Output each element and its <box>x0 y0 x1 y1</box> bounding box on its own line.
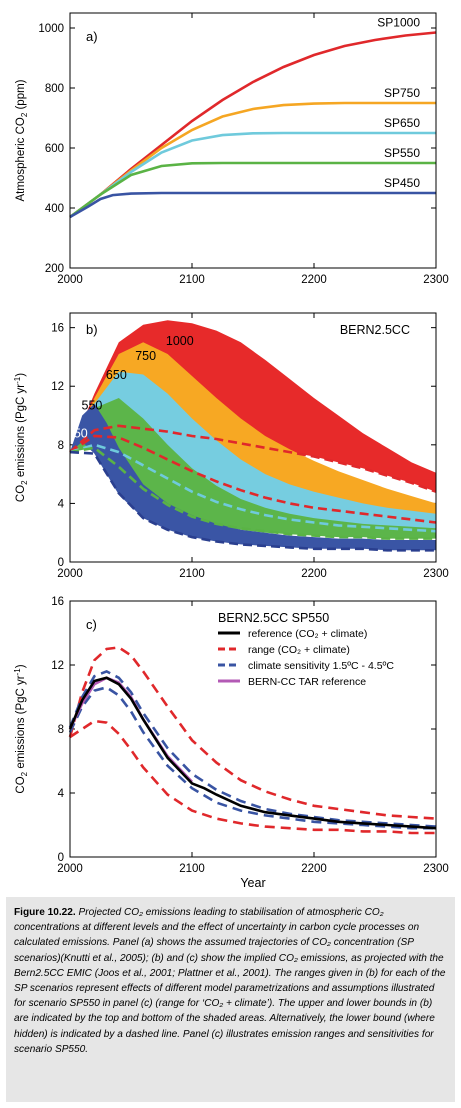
lower-bound-dashed-line <box>69 434 437 524</box>
band-label-450: 450 <box>67 427 88 441</box>
x-tick-label: 2200 <box>301 568 327 580</box>
band-650 <box>70 371 436 532</box>
series-label-sp750: SP750 <box>384 86 420 100</box>
panel-label: c) <box>86 617 97 632</box>
series-label-sp1000: SP1000 <box>377 16 420 30</box>
figure-caption: Figure 10.22. Projected CO₂ emissions le… <box>6 897 455 1102</box>
x-tick-label: 2300 <box>423 568 449 580</box>
band-label-650: 650 <box>106 368 127 382</box>
x-tick-label: 2200 <box>301 274 327 286</box>
series-label-sp650: SP650 <box>384 116 420 130</box>
caption-text: Projected CO₂ emissions leading to stabi… <box>14 907 446 1055</box>
x-tick-label: 2000 <box>57 568 83 580</box>
plot-frame <box>69 312 437 563</box>
y-tick-label: 4 <box>58 498 65 510</box>
y-tick-label: 8 <box>58 724 64 736</box>
y-tick-label: 200 <box>45 263 64 275</box>
x-tick-label: 2200 <box>301 863 327 875</box>
band-550 <box>70 398 436 539</box>
y-tick-label: 0 <box>58 852 64 864</box>
y-tick-label: 400 <box>45 203 64 215</box>
series-line-sp550 <box>69 161 436 219</box>
legend-label: BERN-CC TAR reference <box>248 676 366 688</box>
y-axis-label: CO2 emissions (PgC yr-1) <box>13 373 29 502</box>
model-label: BERN2.5CC <box>340 323 410 337</box>
panel-label: a) <box>86 29 98 44</box>
y-tick-label: 600 <box>45 143 64 155</box>
band-750 <box>70 342 436 523</box>
x-tick-label: 2300 <box>423 863 449 875</box>
y-axis-label: Atmospheric CO2 (ppm) <box>15 79 29 201</box>
band-label-750: 750 <box>135 349 156 363</box>
x-axis-label: Year <box>240 876 265 890</box>
lower-bound-dashed-line <box>69 446 436 540</box>
series-line-sp1000 <box>69 31 437 219</box>
series-line-climate-sensitivity-lower <box>68 685 436 830</box>
series-line-range-lower <box>69 719 436 835</box>
band-label-1000: 1000 <box>166 334 194 348</box>
x-tick-label: 2100 <box>179 274 205 286</box>
panel-1: 200 400 600 800 1000 2000 2100 2200 2300 Atmosphe… <box>15 12 449 286</box>
panel-3: 0 4 8 12 16 2000 2100 2200 2300 CO2 emissions (Pg… <box>13 596 449 890</box>
x-tick-label: 2100 <box>179 568 205 580</box>
x-tick-label: 2000 <box>57 274 83 286</box>
x-tick-label: 2100 <box>179 863 205 875</box>
panel-2: 0 4 8 12 16 2000 2100 2200 2300 CO2 emissions (Pg… <box>13 312 449 580</box>
plot-frame <box>69 600 437 858</box>
y-tick-label: 8 <box>58 440 64 452</box>
series-line-climate-sensitivity-upper <box>68 669 437 828</box>
band-label-550: 550 <box>82 399 103 413</box>
legend-label: climate sensitivity 1.5ºC - 4.5ºC <box>248 660 394 672</box>
y-tick-label: 4 <box>58 788 65 800</box>
plot-frame <box>69 12 437 269</box>
lower-bound-dashed-line <box>69 450 436 552</box>
series-line-sp450 <box>69 191 436 219</box>
y-axis-label: CO2 emissions (PgC yr-1) <box>13 664 29 793</box>
y-tick-label: 12 <box>51 660 64 672</box>
band-450 <box>70 403 436 551</box>
x-tick-label: 2300 <box>423 274 449 286</box>
y-tick-label: 0 <box>58 557 64 569</box>
series-line-sp650 <box>69 131 436 219</box>
series-line-reference <box>68 676 437 830</box>
series-line-range-upper <box>68 646 437 820</box>
caption-figure-label: Figure 10.22. <box>14 907 76 918</box>
legend-title: BERN2.5CC SP550 <box>218 611 329 625</box>
y-tick-label: 1000 <box>38 23 64 35</box>
series-label-sp550: SP550 <box>384 146 420 160</box>
x-tick-label: 2000 <box>57 863 83 875</box>
y-tick-label: 12 <box>51 381 64 393</box>
legend-label: reference (CO₂ + climate) <box>248 628 367 640</box>
y-tick-label: 16 <box>51 596 64 608</box>
series-line-sp750 <box>69 101 436 219</box>
y-tick-label: 800 <box>45 83 64 95</box>
y-tick-label: 16 <box>51 323 64 335</box>
legend-label: range (CO₂ + climate) <box>248 644 350 656</box>
lower-bound-dashed-line <box>69 443 437 533</box>
series-label-sp450: SP450 <box>384 176 420 190</box>
panel-label: b) <box>86 322 98 337</box>
